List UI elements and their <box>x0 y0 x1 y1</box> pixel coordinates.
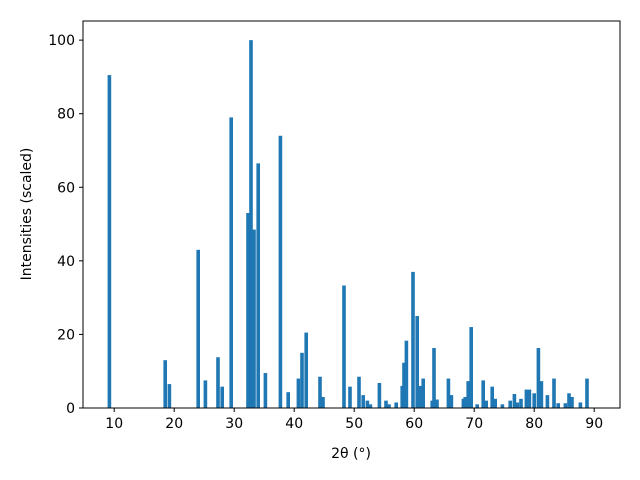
bar <box>368 404 373 408</box>
plot-frame <box>82 20 621 409</box>
bar <box>466 381 470 408</box>
bar <box>304 332 308 408</box>
x-axis-label: 2θ (°) <box>331 446 371 462</box>
bar <box>500 404 505 408</box>
bar <box>508 400 512 408</box>
y-tick-label: 60 <box>57 180 75 196</box>
bar <box>384 400 388 408</box>
bar <box>527 389 532 408</box>
bar <box>421 378 425 408</box>
bar <box>357 376 361 408</box>
bar <box>377 382 382 408</box>
bar <box>481 380 485 408</box>
y-tick-label: 20 <box>57 327 75 343</box>
bar <box>585 378 589 408</box>
x-tick-label: 50 <box>345 416 363 432</box>
bar <box>394 402 398 408</box>
bar <box>435 399 439 408</box>
x-tick-label: 10 <box>105 416 123 432</box>
bar <box>321 396 325 408</box>
bar <box>296 378 301 408</box>
bar <box>196 249 200 408</box>
bar <box>365 400 370 408</box>
bar <box>163 360 167 408</box>
bar <box>493 398 497 408</box>
bar <box>300 352 304 408</box>
y-axis-label: Intensities (scaled) <box>19 148 35 281</box>
bar <box>256 163 260 408</box>
bar <box>246 213 250 408</box>
bar <box>411 271 415 408</box>
bar <box>490 386 494 408</box>
bar <box>432 348 436 408</box>
bar <box>107 75 112 408</box>
x-tick-label: 60 <box>405 416 423 432</box>
bar <box>216 357 220 408</box>
bar <box>519 398 523 408</box>
bar <box>512 394 517 408</box>
bar <box>446 378 451 408</box>
bar <box>387 404 391 408</box>
bar <box>348 386 352 408</box>
bar <box>469 327 473 408</box>
bar <box>249 40 253 409</box>
bar <box>449 395 454 408</box>
bar <box>545 395 550 408</box>
bar <box>418 385 422 408</box>
bar <box>578 402 583 408</box>
bar <box>563 403 568 408</box>
x-tick-label: 80 <box>525 416 543 432</box>
bar <box>415 316 419 408</box>
y-tick-label: 100 <box>48 33 75 49</box>
bar <box>556 403 560 408</box>
bar <box>567 393 571 408</box>
bar <box>532 393 536 408</box>
bar <box>539 381 544 408</box>
bar <box>361 395 365 408</box>
bar <box>167 384 172 408</box>
x-tick-label: 20 <box>165 416 183 432</box>
bar <box>220 386 224 408</box>
bar <box>278 135 283 408</box>
bar <box>404 340 409 408</box>
bar <box>263 373 268 408</box>
x-tick-label: 40 <box>285 416 303 432</box>
bar <box>463 396 467 408</box>
x-tick-label: 90 <box>585 416 603 432</box>
x-tick-label: 30 <box>225 416 243 432</box>
bar <box>342 285 346 408</box>
bar <box>286 392 290 408</box>
bar <box>536 348 541 408</box>
bar <box>402 362 406 408</box>
y-tick-label: 40 <box>57 254 75 270</box>
bar <box>475 404 479 408</box>
bar <box>515 402 520 408</box>
y-tick-label: 80 <box>57 107 75 123</box>
bar <box>252 229 256 408</box>
bar <box>318 376 322 408</box>
bar <box>229 117 233 408</box>
bar <box>552 378 556 408</box>
y-tick-label: 0 <box>66 401 75 417</box>
bar <box>570 396 574 408</box>
bar <box>524 389 529 408</box>
bar <box>203 380 208 408</box>
x-tick-label: 70 <box>465 416 483 432</box>
bar <box>484 400 488 408</box>
